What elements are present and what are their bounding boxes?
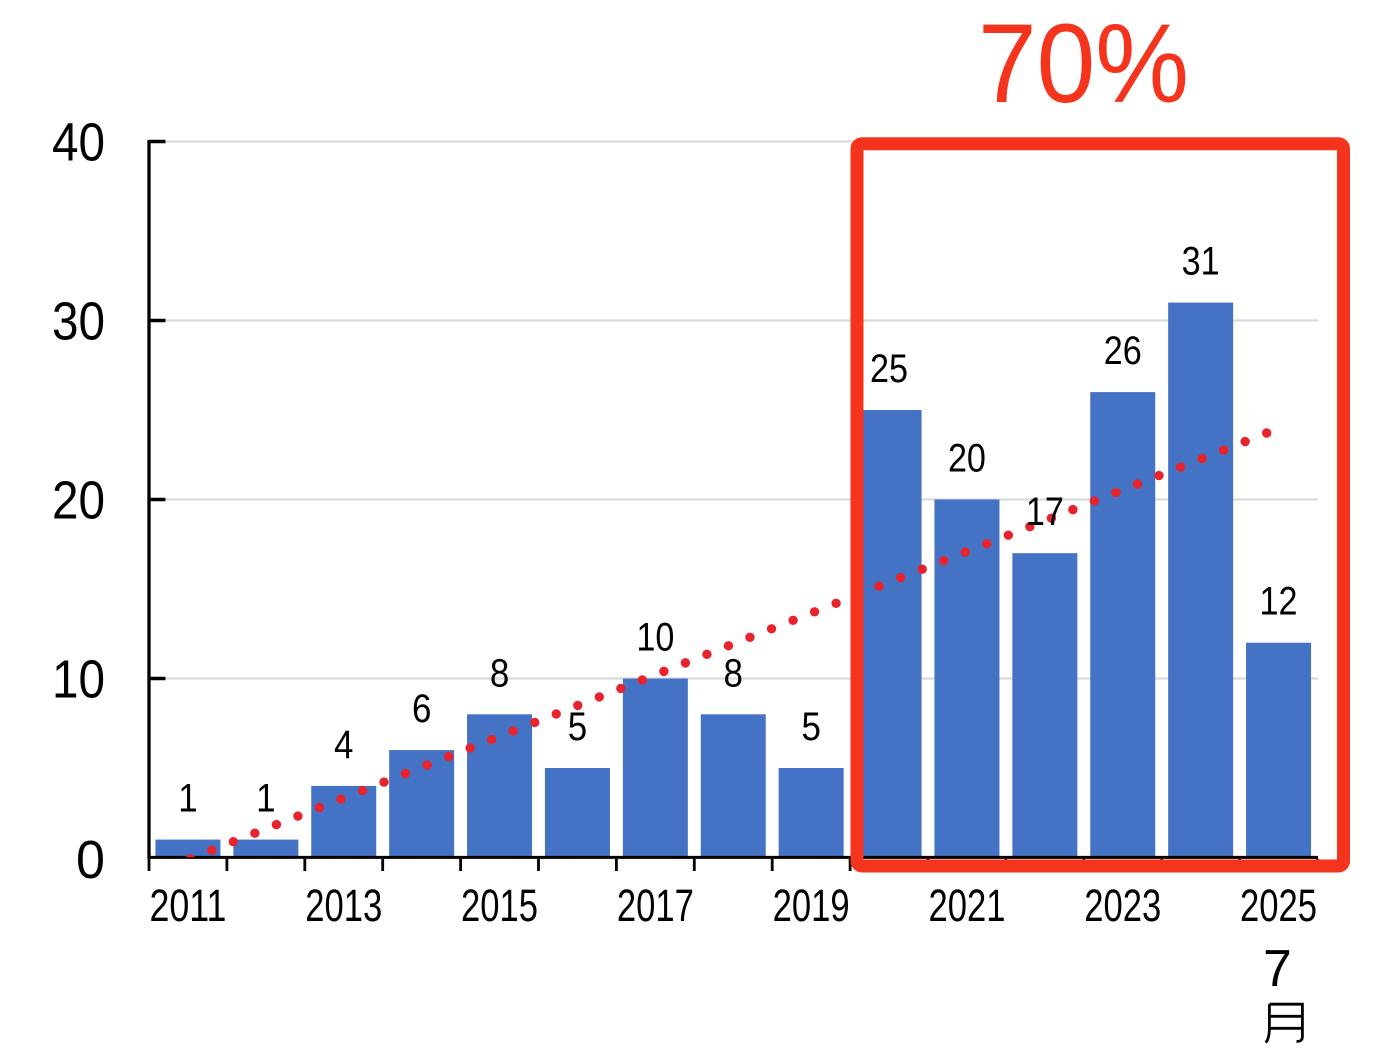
svg-text:2015: 2015: [461, 880, 538, 931]
svg-text:2021: 2021: [928, 880, 1005, 931]
svg-text:25: 25: [870, 347, 908, 391]
svg-text:5: 5: [801, 705, 820, 749]
svg-text:20: 20: [52, 470, 105, 530]
svg-text:10: 10: [636, 616, 674, 660]
svg-text:31: 31: [1182, 240, 1220, 284]
svg-text:10: 10: [52, 649, 105, 709]
svg-text:20: 20: [948, 437, 986, 481]
svg-text:7: 7: [1263, 939, 1292, 997]
svg-text:6: 6: [412, 687, 431, 731]
svg-text:2017: 2017: [617, 880, 694, 931]
svg-text:1: 1: [256, 777, 275, 821]
svg-text:2023: 2023: [1084, 880, 1161, 931]
svg-text:0: 0: [76, 830, 105, 890]
svg-text:8: 8: [724, 651, 743, 695]
svg-text:2011: 2011: [149, 880, 226, 931]
svg-text:40: 40: [52, 112, 105, 172]
svg-text:30: 30: [52, 291, 105, 351]
svg-text:8: 8: [490, 651, 509, 695]
svg-text:2013: 2013: [305, 880, 382, 931]
svg-text:1: 1: [178, 777, 197, 821]
svg-text:12: 12: [1260, 580, 1298, 624]
svg-text:2019: 2019: [773, 880, 850, 931]
svg-text:17: 17: [1026, 490, 1064, 534]
svg-text:70%: 70%: [978, 1, 1189, 126]
svg-text:5: 5: [568, 705, 587, 749]
svg-text:4: 4: [334, 723, 353, 767]
svg-text:2025: 2025: [1240, 880, 1317, 931]
svg-text:26: 26: [1104, 329, 1142, 373]
